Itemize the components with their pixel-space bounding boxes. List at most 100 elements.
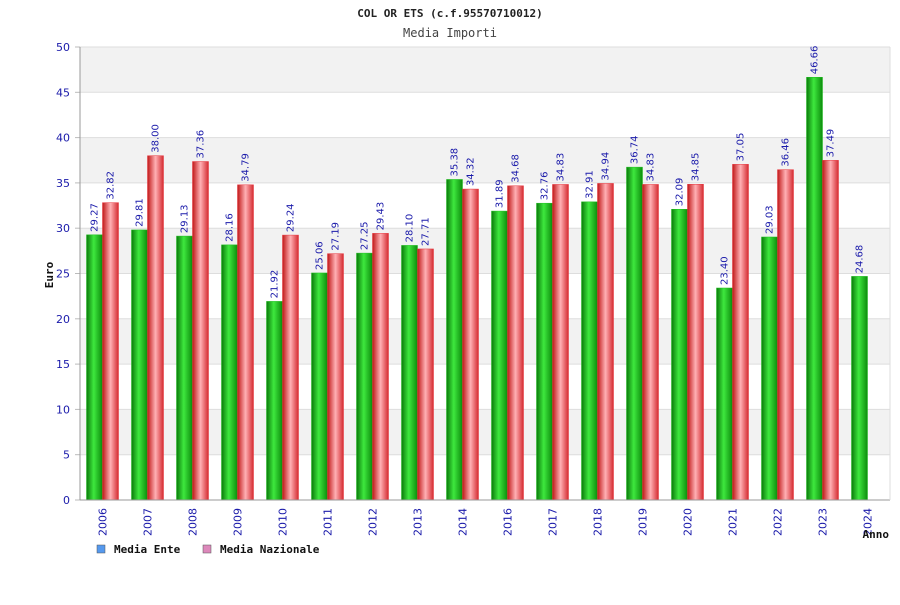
legend: Media Ente Media Nazionale: [96, 543, 320, 556]
bar-media-nazionale-2006: [102, 202, 119, 501]
bar-media-nazionale-2016: [507, 185, 524, 501]
x-tick-label: 2011: [322, 508, 335, 536]
grid-band: [80, 409, 890, 455]
y-tick-label: 25: [56, 268, 70, 281]
legend-swatch-media-ente: [96, 544, 106, 554]
x-tick-label: 2020: [682, 508, 695, 536]
value-label: 32.91: [585, 170, 596, 199]
bar-media-nazionale-2012: [372, 233, 389, 501]
value-label: 38.00: [151, 124, 162, 153]
bar-media-nazionale-2020: [687, 184, 704, 501]
bar-media-ente-2014: [446, 179, 463, 501]
y-tick-label: 30: [56, 222, 70, 235]
value-label: 34.32: [466, 157, 477, 186]
grid-band: [80, 318, 890, 365]
value-label: 29.43: [376, 202, 387, 231]
legend-swatch-media-nazionale: [202, 544, 212, 554]
y-tick-label: 40: [56, 132, 70, 145]
bar-media-nazionale-2023: [822, 160, 839, 501]
x-tick-label: 2012: [367, 508, 380, 536]
value-label: 34.94: [601, 152, 612, 181]
bar-media-nazionale-2018: [597, 183, 614, 501]
bar-media-ente-2009: [221, 244, 238, 501]
y-tick-label: 15: [56, 358, 70, 371]
value-label: 24.68: [855, 245, 866, 274]
value-label: 34.83: [646, 153, 657, 182]
x-axis-title: Anno: [863, 528, 890, 541]
value-label: 34.68: [511, 154, 522, 183]
x-tick-label: 2009: [232, 508, 245, 536]
x-tick-label: 2008: [187, 508, 200, 536]
grid-band: [80, 228, 890, 274]
value-label: 34.85: [691, 153, 702, 182]
x-tick-label: 2006: [97, 508, 110, 536]
value-label: 35.38: [450, 148, 461, 177]
value-label: 37.05: [736, 133, 747, 162]
bar-media-ente-2023: [806, 77, 823, 501]
bar-media-ente-2016: [491, 210, 508, 501]
value-label: 27.71: [421, 217, 432, 246]
bar-media-nazionale-2013: [417, 248, 434, 501]
bar-media-ente-2022: [761, 236, 778, 501]
value-label: 28.16: [225, 213, 236, 242]
bar-media-ente-2021: [716, 287, 733, 501]
chart-title: COL OR ETS (c.f.95570710012): [357, 7, 542, 20]
y-tick-label: 0: [63, 494, 70, 507]
value-label: 21.92: [270, 270, 281, 299]
y-tick-label: 50: [56, 41, 70, 54]
bar-media-ente-2019: [626, 166, 643, 501]
chart-subtitle: Media Importi: [403, 26, 497, 40]
value-label: 37.49: [826, 129, 837, 158]
x-tick-label: 2010: [277, 508, 290, 536]
bar-media-ente-2006: [86, 234, 103, 501]
grid-layer: [80, 46, 890, 501]
bar-media-nazionale-2007: [147, 155, 164, 501]
bar-media-ente-2017: [536, 202, 553, 501]
value-label: 36.74: [630, 135, 641, 164]
bar-media-nazionale-2017: [552, 184, 569, 501]
value-label: 25.06: [315, 241, 326, 270]
value-label: 31.89: [495, 179, 506, 208]
x-tick-label: 2022: [772, 508, 785, 536]
value-label: 32.76: [540, 172, 551, 201]
x-tick-label: 2014: [457, 508, 470, 536]
bars-layer: [86, 77, 868, 501]
bar-media-nazionale-2008: [192, 161, 209, 501]
bar-media-ente-2020: [671, 209, 688, 501]
x-tick-label: 2024: [862, 508, 875, 536]
x-tick-label: 2016: [502, 508, 515, 536]
value-label: 34.83: [556, 153, 567, 182]
grid-band: [80, 137, 890, 183]
axes-layer: 0 5 10 15 20 25 30 35 40 45 50 2006 2007 2008 2009 2010…: [56, 41, 891, 536]
bar-media-nazionale-2009: [237, 184, 254, 501]
value-label: 32.82: [106, 171, 117, 200]
x-tick-label: 2021: [727, 508, 740, 536]
x-tick-label: 2023: [817, 508, 830, 536]
value-label: 29.27: [90, 203, 101, 232]
value-label: 37.36: [196, 130, 207, 159]
bar-media-ente-2018: [581, 201, 598, 501]
bar-media-ente-2008: [176, 235, 193, 501]
x-tick-label: 2007: [142, 508, 155, 536]
bar-media-nazionale-2010: [282, 234, 299, 501]
value-label: 36.46: [781, 138, 792, 167]
bar-media-nazionale-2019: [642, 184, 659, 501]
x-tick-label: 2017: [547, 508, 560, 536]
value-label: 27.19: [331, 222, 342, 251]
y-tick-label: 10: [56, 403, 70, 416]
value-label: 29.13: [180, 204, 191, 233]
value-label: 29.81: [135, 198, 146, 227]
y-axis-title: Euro: [43, 261, 56, 288]
bar-media-ente-2007: [131, 229, 148, 501]
grid-band: [80, 47, 890, 93]
legend-label-media-nazionale: Media Nazionale: [220, 543, 320, 556]
bar-media-ente-2010: [266, 301, 283, 501]
bar-media-ente-2013: [401, 245, 418, 501]
labels-layer: 29.27 32.82 29.81 38.00 29.13 37.36 28.16 34.79…: [90, 46, 866, 299]
value-label: 46.66: [810, 46, 821, 75]
value-label: 27.25: [360, 221, 371, 250]
y-tick-label: 45: [56, 86, 70, 99]
bar-media-nazionale-2021: [732, 164, 749, 501]
legend-label-media-ente: Media Ente: [114, 543, 181, 556]
